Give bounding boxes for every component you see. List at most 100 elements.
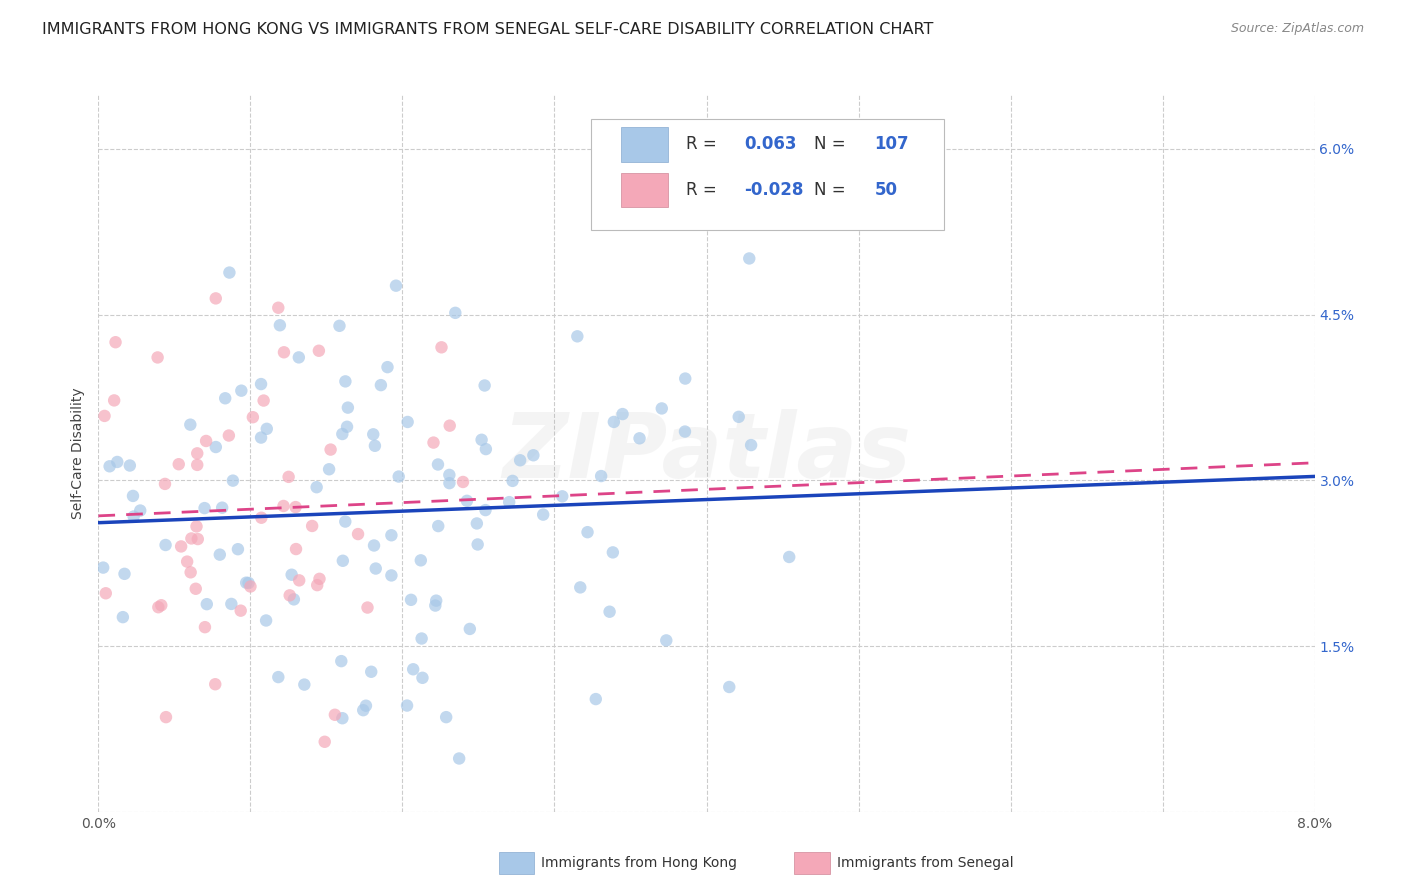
Point xyxy=(204,677,226,691)
Point xyxy=(427,519,450,533)
Point xyxy=(335,375,357,389)
Point xyxy=(439,476,461,491)
Point xyxy=(328,318,350,333)
Point xyxy=(673,371,696,385)
Point xyxy=(226,542,249,557)
Point xyxy=(180,532,202,546)
Point xyxy=(385,278,408,293)
Point xyxy=(269,318,291,333)
Point xyxy=(187,532,209,546)
Point xyxy=(208,548,231,562)
Point xyxy=(347,527,370,541)
Point xyxy=(218,428,240,442)
Point xyxy=(204,292,226,306)
Point xyxy=(567,329,589,343)
Point xyxy=(254,614,277,628)
Point xyxy=(364,439,387,453)
Point xyxy=(509,453,531,467)
Point xyxy=(204,440,226,454)
Point xyxy=(396,415,419,429)
Point xyxy=(651,401,673,416)
Point xyxy=(458,622,481,636)
Point xyxy=(242,410,264,425)
Point xyxy=(370,378,392,392)
Point xyxy=(176,555,198,569)
Point xyxy=(434,710,457,724)
Point xyxy=(186,519,208,533)
Point xyxy=(332,711,354,725)
Point xyxy=(155,538,177,552)
Point xyxy=(319,442,342,457)
Point xyxy=(218,266,240,280)
Text: Source: ZipAtlas.com: Source: ZipAtlas.com xyxy=(1230,22,1364,36)
Point xyxy=(498,495,520,509)
Point xyxy=(288,351,311,365)
Point xyxy=(114,566,136,581)
Point xyxy=(425,593,447,607)
Point xyxy=(194,620,217,634)
Point xyxy=(352,703,374,717)
Point xyxy=(186,446,208,460)
Point xyxy=(380,528,402,542)
Point xyxy=(170,540,193,554)
Point xyxy=(628,431,651,445)
Point xyxy=(118,458,141,473)
Point xyxy=(250,377,273,392)
Text: Immigrants from Senegal: Immigrants from Senegal xyxy=(837,855,1014,870)
Point xyxy=(211,500,233,515)
Point xyxy=(399,592,422,607)
Point xyxy=(292,677,315,691)
Bar xyxy=(621,173,668,207)
Point xyxy=(335,515,357,529)
Point xyxy=(195,597,218,611)
Point xyxy=(411,671,433,685)
Point xyxy=(129,503,152,517)
Point xyxy=(195,434,218,448)
Point xyxy=(336,401,359,415)
Text: 0.063: 0.063 xyxy=(744,136,797,153)
Point xyxy=(231,384,253,398)
Point xyxy=(267,301,290,315)
Text: Immigrants from Hong Kong: Immigrants from Hong Kong xyxy=(541,855,737,870)
Point xyxy=(388,469,411,483)
Point xyxy=(314,735,336,749)
Point xyxy=(122,489,145,503)
Point xyxy=(229,604,252,618)
Point xyxy=(603,415,626,429)
Point xyxy=(430,340,453,354)
Text: N =: N = xyxy=(814,136,851,153)
Point xyxy=(738,252,761,266)
Point xyxy=(283,592,305,607)
Point xyxy=(465,516,488,531)
Point xyxy=(318,462,340,476)
Point xyxy=(427,458,450,472)
Point xyxy=(98,459,121,474)
Point xyxy=(599,605,621,619)
Point xyxy=(354,698,377,713)
Point xyxy=(273,345,295,359)
Text: ZIPatlas: ZIPatlas xyxy=(502,409,911,497)
Point xyxy=(278,588,301,602)
Point xyxy=(122,509,145,524)
Point xyxy=(103,393,125,408)
Y-axis label: Self-Care Disability: Self-Care Disability xyxy=(72,387,86,518)
Point xyxy=(585,692,607,706)
Point xyxy=(718,680,741,694)
Point xyxy=(402,662,425,676)
Bar xyxy=(621,128,668,161)
Point xyxy=(467,537,489,551)
Point xyxy=(727,409,749,424)
Point xyxy=(180,566,202,580)
Point xyxy=(305,480,328,494)
Point xyxy=(179,417,201,432)
Point xyxy=(250,510,273,524)
Point xyxy=(602,545,624,559)
Point xyxy=(474,503,496,517)
Point xyxy=(214,391,236,405)
Point xyxy=(411,632,433,646)
Point xyxy=(451,475,474,489)
Point xyxy=(336,419,359,434)
Point xyxy=(273,499,295,513)
Point xyxy=(673,425,696,439)
Text: -0.028: -0.028 xyxy=(744,181,804,199)
